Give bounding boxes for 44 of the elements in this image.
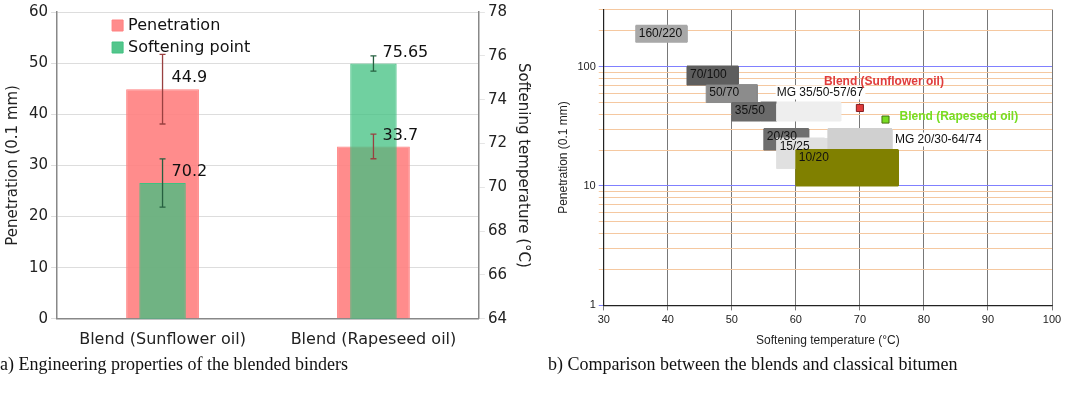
x-tick-label: 60 [789, 313, 802, 326]
y-tick-label: 50 [28, 53, 49, 72]
x-tick-label: 80 [917, 313, 931, 326]
x-tick-label: 100 [1042, 313, 1062, 326]
y2-tick-label: 64 [487, 308, 508, 327]
y-tick-label: 10 [28, 257, 49, 276]
x-tick-label: 90 [981, 313, 995, 326]
x-axis-title: Softening temperature (°C) [756, 333, 900, 348]
data-label: 75.65 [382, 41, 429, 61]
y-axis-title: Penetration (0.1 mm) [555, 101, 570, 214]
y-tick-label: 1 [589, 298, 596, 311]
y-tick-label: 60 [28, 1, 49, 20]
y2-tick-label: 68 [487, 221, 508, 240]
series-label: 50/70 [709, 85, 740, 100]
series-label: Blend (Rapeseed oil) [899, 108, 1019, 123]
legend-label: Penetration [128, 15, 221, 35]
y2-tick-label: 72 [487, 133, 508, 152]
data-label: 70.2 [171, 161, 208, 181]
y2-tick-label: 76 [487, 45, 508, 64]
y-tick-label: 30 [28, 155, 49, 174]
y-tick-label: 0 [38, 308, 49, 327]
data-label: 44.9 [171, 67, 208, 87]
y2-tick-label: 66 [487, 264, 508, 283]
x-tick-label: 50 [725, 313, 738, 326]
y-tick-label: 10 [583, 179, 596, 192]
y-tick-label: 20 [28, 206, 49, 225]
y2-tick-label: 74 [487, 89, 508, 108]
x-tick-label: 70 [853, 313, 867, 326]
series-label: MG 20/30-64/74 [894, 131, 982, 146]
legend-label: Softening point [128, 37, 251, 57]
y-tick-label: 100 [577, 59, 596, 72]
y2-tick-label: 70 [487, 177, 508, 196]
series-label: 160/220 [638, 26, 683, 40]
y-tick-label: 40 [28, 104, 49, 123]
text: a) Engineering properties of the blended binders [0, 354, 349, 375]
series-label: 70/100 [690, 66, 728, 81]
series-label: 35/50 [734, 102, 766, 117]
text: b) Comparison between the blends and classical bitumen [548, 354, 959, 375]
series-label: 10/20 [798, 150, 830, 165]
x-tick-label: 30 [597, 313, 610, 326]
x-tick-label: 40 [661, 313, 674, 326]
y-axis-title: Penetration (0.1 mm) [2, 85, 21, 246]
y2-axis-title: Softening temperature (°C) [515, 62, 534, 268]
y2-tick-label: 78 [487, 1, 508, 20]
